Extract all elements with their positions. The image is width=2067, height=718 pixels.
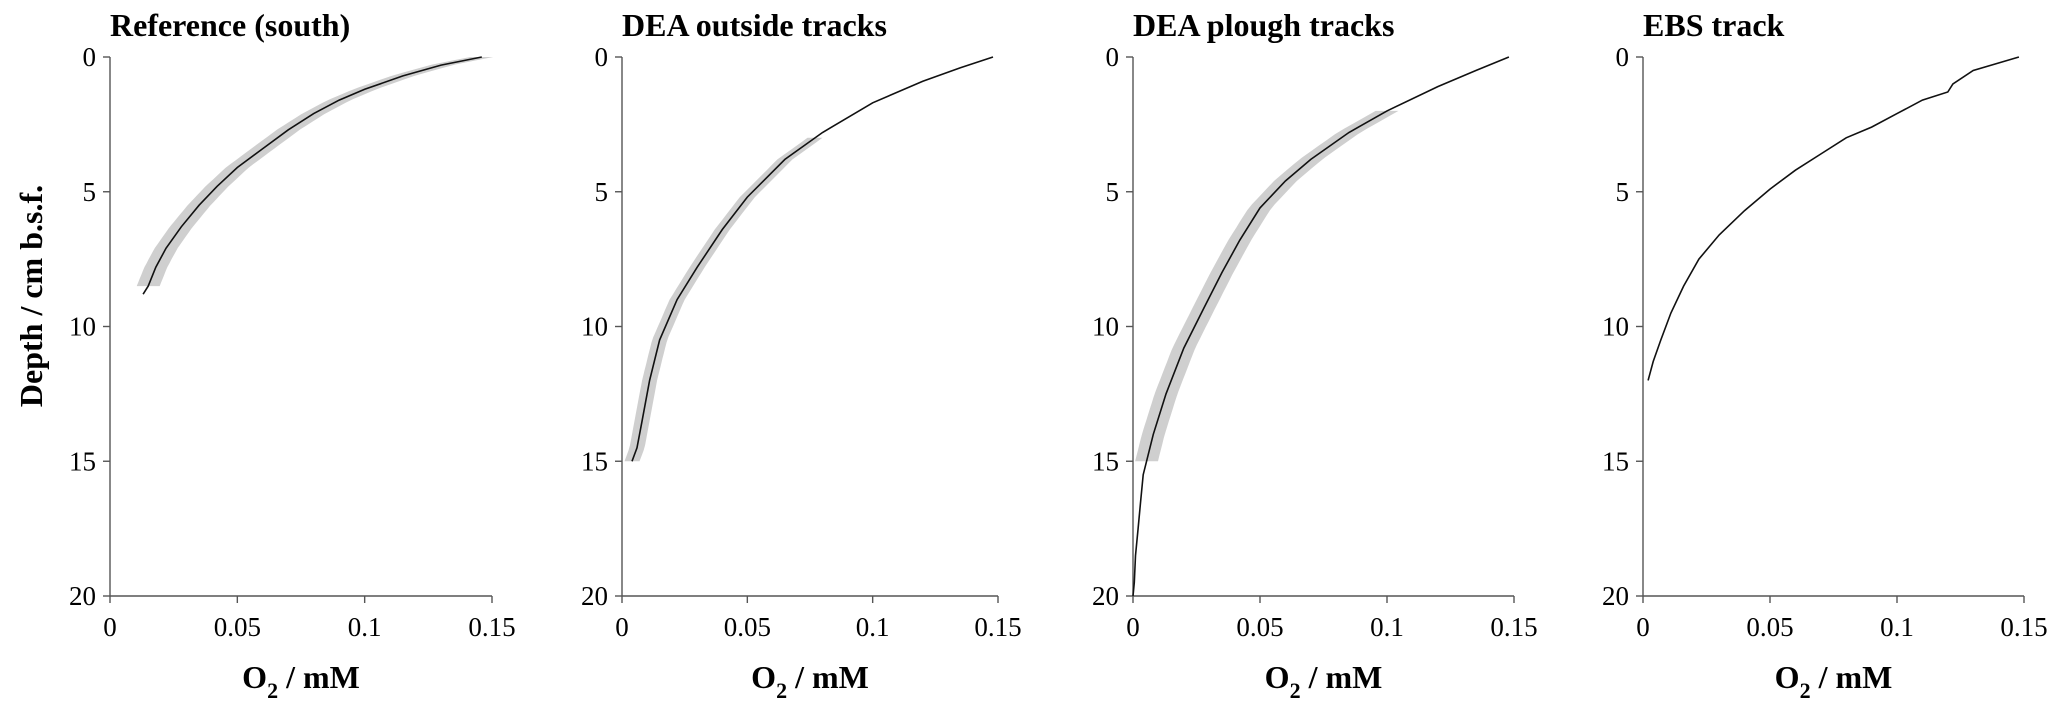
x-tick-label: 0 [1636, 612, 1650, 642]
oxygen-profile-line [142, 56, 482, 295]
y-tick-label: 5 [595, 177, 609, 207]
x-tick-label: 0.1 [1880, 612, 1914, 642]
x-tick-label: 0.15 [2000, 612, 2047, 642]
x-tick-label: 0.05 [1746, 612, 1793, 642]
y-tick-label: 5 [1616, 177, 1630, 207]
panel-title: DEA outside tracks [622, 7, 887, 43]
y-tick-label: 10 [1092, 312, 1119, 342]
y-tick-label: 5 [1106, 177, 1120, 207]
x-tick-label: 0.05 [724, 612, 771, 642]
y-tick-label: 10 [1602, 312, 1629, 342]
y-tick-label: 15 [581, 446, 608, 476]
y-axis-label: Depth / cm b.s.f. [13, 185, 49, 407]
band-layer [624, 137, 823, 462]
std-band [624, 137, 823, 462]
y-tick-label: 15 [69, 446, 96, 476]
y-tick-label: 20 [581, 581, 608, 611]
y-tick-label: 20 [1602, 581, 1629, 611]
line-layer [631, 56, 994, 462]
y-tick-label: 15 [1092, 446, 1119, 476]
x-tick-label: 0.1 [1370, 612, 1404, 642]
x-tick-label: 0.05 [1236, 612, 1283, 642]
x-axis-label: O2 / mM [242, 659, 360, 703]
band-layer [136, 57, 494, 287]
std-band [136, 57, 494, 287]
y-tick-label: 10 [69, 312, 96, 342]
x-tick-label: 0.05 [214, 612, 261, 642]
x-tick-label: 0 [103, 612, 117, 642]
y-tick-label: 20 [1092, 581, 1119, 611]
x-tick-label: 0 [1126, 612, 1140, 642]
line-layer [1132, 56, 1510, 597]
y-tick-label: 20 [69, 581, 96, 611]
y-tick-label: 5 [83, 177, 97, 207]
y-tick-label: 15 [1602, 446, 1629, 476]
panel-title: Reference (south) [110, 7, 350, 43]
x-tick-label: 0.15 [468, 612, 515, 642]
y-tick-label: 10 [581, 312, 608, 342]
y-tick-label: 0 [1106, 42, 1120, 72]
y-tick-label: 0 [1616, 42, 1630, 72]
panel-title: DEA plough tracks [1133, 7, 1394, 43]
y-tick-label: 0 [595, 42, 609, 72]
x-axis-label: O2 / mM [1775, 659, 1893, 703]
x-tick-label: 0 [615, 612, 629, 642]
panel-title: EBS track [1643, 7, 1785, 43]
line-layer [142, 56, 482, 295]
x-tick-label: 0.15 [1490, 612, 1537, 642]
oxygen-profile-line [1132, 56, 1510, 597]
std-band [1135, 110, 1399, 462]
x-axis-label: O2 / mM [1265, 659, 1383, 703]
oxygen-profile-line [1647, 56, 2020, 381]
oxygen-profile-line [631, 56, 994, 462]
x-axis-label: O2 / mM [751, 659, 869, 703]
line-layer [1647, 56, 2020, 381]
y-tick-label: 0 [83, 42, 97, 72]
band-layer [1135, 110, 1399, 462]
x-tick-label: 0.1 [856, 612, 890, 642]
x-tick-label: 0.1 [348, 612, 382, 642]
x-tick-label: 0.15 [974, 612, 1021, 642]
